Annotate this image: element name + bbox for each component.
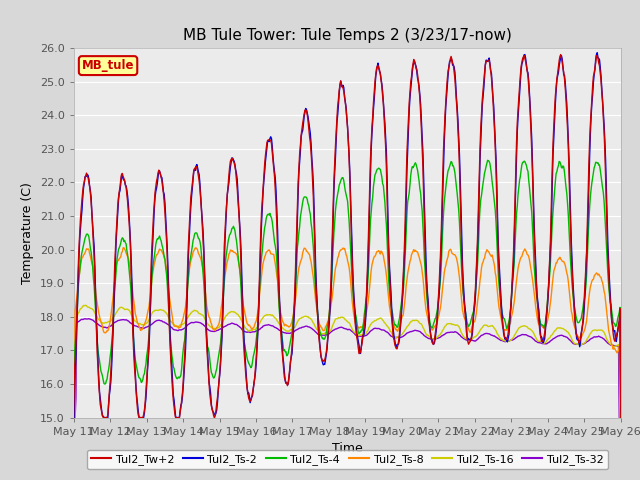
X-axis label: Time: Time bbox=[332, 442, 363, 455]
Legend: Tul2_Tw+2, Tul2_Ts-2, Tul2_Ts-4, Tul2_Ts-8, Tul2_Ts-16, Tul2_Ts-32: Tul2_Tw+2, Tul2_Ts-2, Tul2_Ts-4, Tul2_Ts… bbox=[86, 450, 608, 469]
Title: MB Tule Tower: Tule Temps 2 (3/23/17-now): MB Tule Tower: Tule Temps 2 (3/23/17-now… bbox=[183, 28, 511, 43]
Y-axis label: Temperature (C): Temperature (C) bbox=[21, 182, 34, 284]
Text: MB_tule: MB_tule bbox=[82, 59, 134, 72]
